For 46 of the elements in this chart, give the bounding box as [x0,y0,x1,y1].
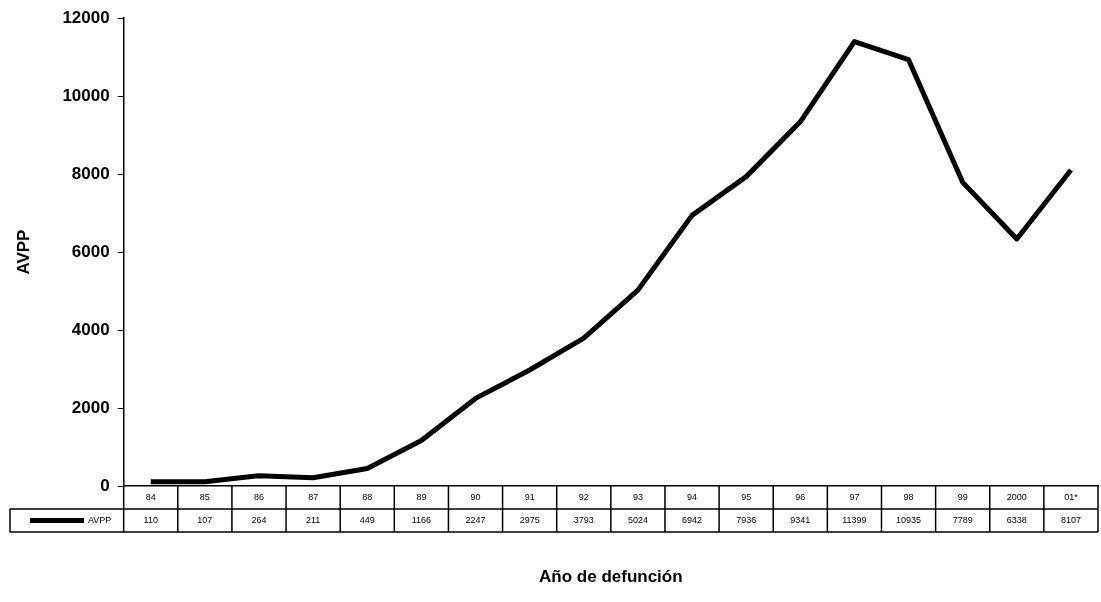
y-tick-label: 2000 [71,397,110,417]
x-tick-label: 99 [957,491,968,502]
x-tick-label: 86 [253,491,264,502]
data-label: 7789 [952,514,973,525]
x-axis-title: Año de defunción [539,566,683,586]
x-tick-label: 84 [145,491,156,502]
x-tick-label: 93 [632,491,643,502]
data-label: 3793 [573,514,594,525]
x-tick-label: 95 [741,491,752,502]
x-tick-label: 97 [849,491,860,502]
x-tick-label: 85 [199,491,210,502]
x-tick-label: 98 [903,491,914,502]
y-tick-label: 4000 [71,319,110,339]
data-label: 1166 [411,514,432,525]
x-tick-label: 2000 [1006,491,1027,502]
x-tick-label: 89 [416,491,427,502]
data-label: 264 [251,514,267,525]
x-tick-label: 87 [308,491,319,502]
data-label: 8107 [1060,514,1081,525]
text: AVPP [88,514,112,525]
x-tick-label: 88 [362,491,373,502]
data-label: 10935 [896,514,922,525]
data-label: 2247 [465,514,486,525]
x-tick-label: 01* [1064,491,1079,502]
x-tick-label: 94 [687,491,698,502]
data-label: 6942 [682,514,703,525]
y-tick-label: 10000 [62,85,110,105]
y-tick-label: 6000 [71,241,110,261]
data-label: 2975 [519,514,540,525]
data-label: 6338 [1006,514,1027,525]
data-label: 107 [197,514,213,525]
data-label: 11399 [842,514,867,525]
x-tick-label: 92 [578,491,589,502]
data-label: 5024 [627,514,648,525]
y-tick-label: 12000 [62,7,110,27]
y-tick-label: 0 [100,475,110,495]
y-tick-label: 8000 [71,163,110,183]
data-label: 9341 [790,514,811,525]
data-label: 449 [359,514,375,525]
data-label: 7936 [736,514,757,525]
data-label: 211 [305,514,321,525]
x-tick-label: 90 [470,491,481,502]
y-axis-title: AVPP [13,229,33,275]
x-tick-label: 96 [795,491,806,502]
data-label: 110 [143,514,158,525]
x-tick-label: 91 [524,491,535,502]
